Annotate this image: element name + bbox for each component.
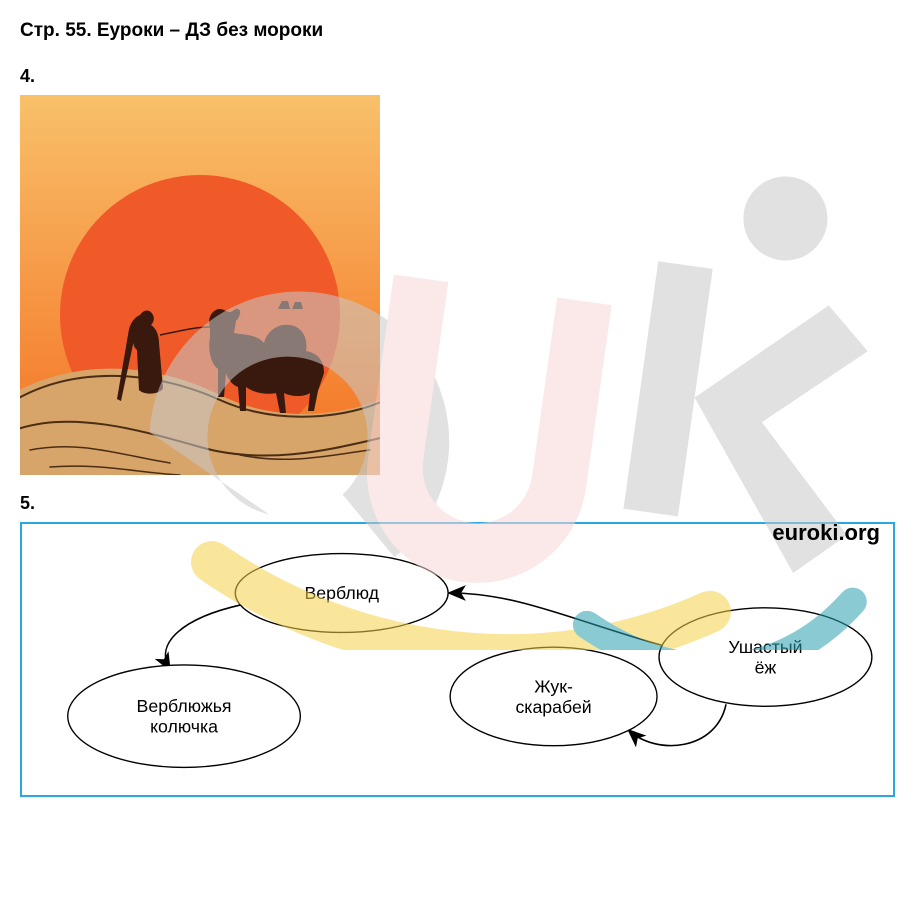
diagram-node-label: Верблюжья [137,696,232,716]
diagram-node-thorn: Верблюжьяколючка [68,665,301,767]
diagram-node-hedgehog: Ушастыйёж [659,608,872,707]
diagram-edge [450,593,662,645]
diagram-node-label: Верблюд [304,583,379,603]
diagram-nodes: ВерблюдВерблюжьяколючкаЖук-скарабейУшаст… [68,554,872,768]
diagram-node-camel: Верблюд [235,554,448,633]
diagram-node-label: скарабей [515,697,591,717]
diagram-node-label: Жук- [534,676,573,696]
diagram-node-label: Ушастый [728,637,802,657]
food-chain-diagram: ВерблюдВерблюжьяколючкаЖук-скарабейУшаст… [20,522,895,797]
diagram-edge [165,605,241,669]
desert-illustration [20,95,380,475]
watermark-domain-text: euroki.org [772,520,880,546]
diagram-node-label: колючка [150,717,218,737]
diagram-node-label: ёж [755,657,777,677]
question-5-number: 5. [20,493,895,514]
diagram-node-beetle: Жук-скарабей [450,647,657,746]
page-title: Стр. 55. Еуроки – ДЗ без мороки [20,20,895,42]
question-4-number: 4. [20,66,895,87]
